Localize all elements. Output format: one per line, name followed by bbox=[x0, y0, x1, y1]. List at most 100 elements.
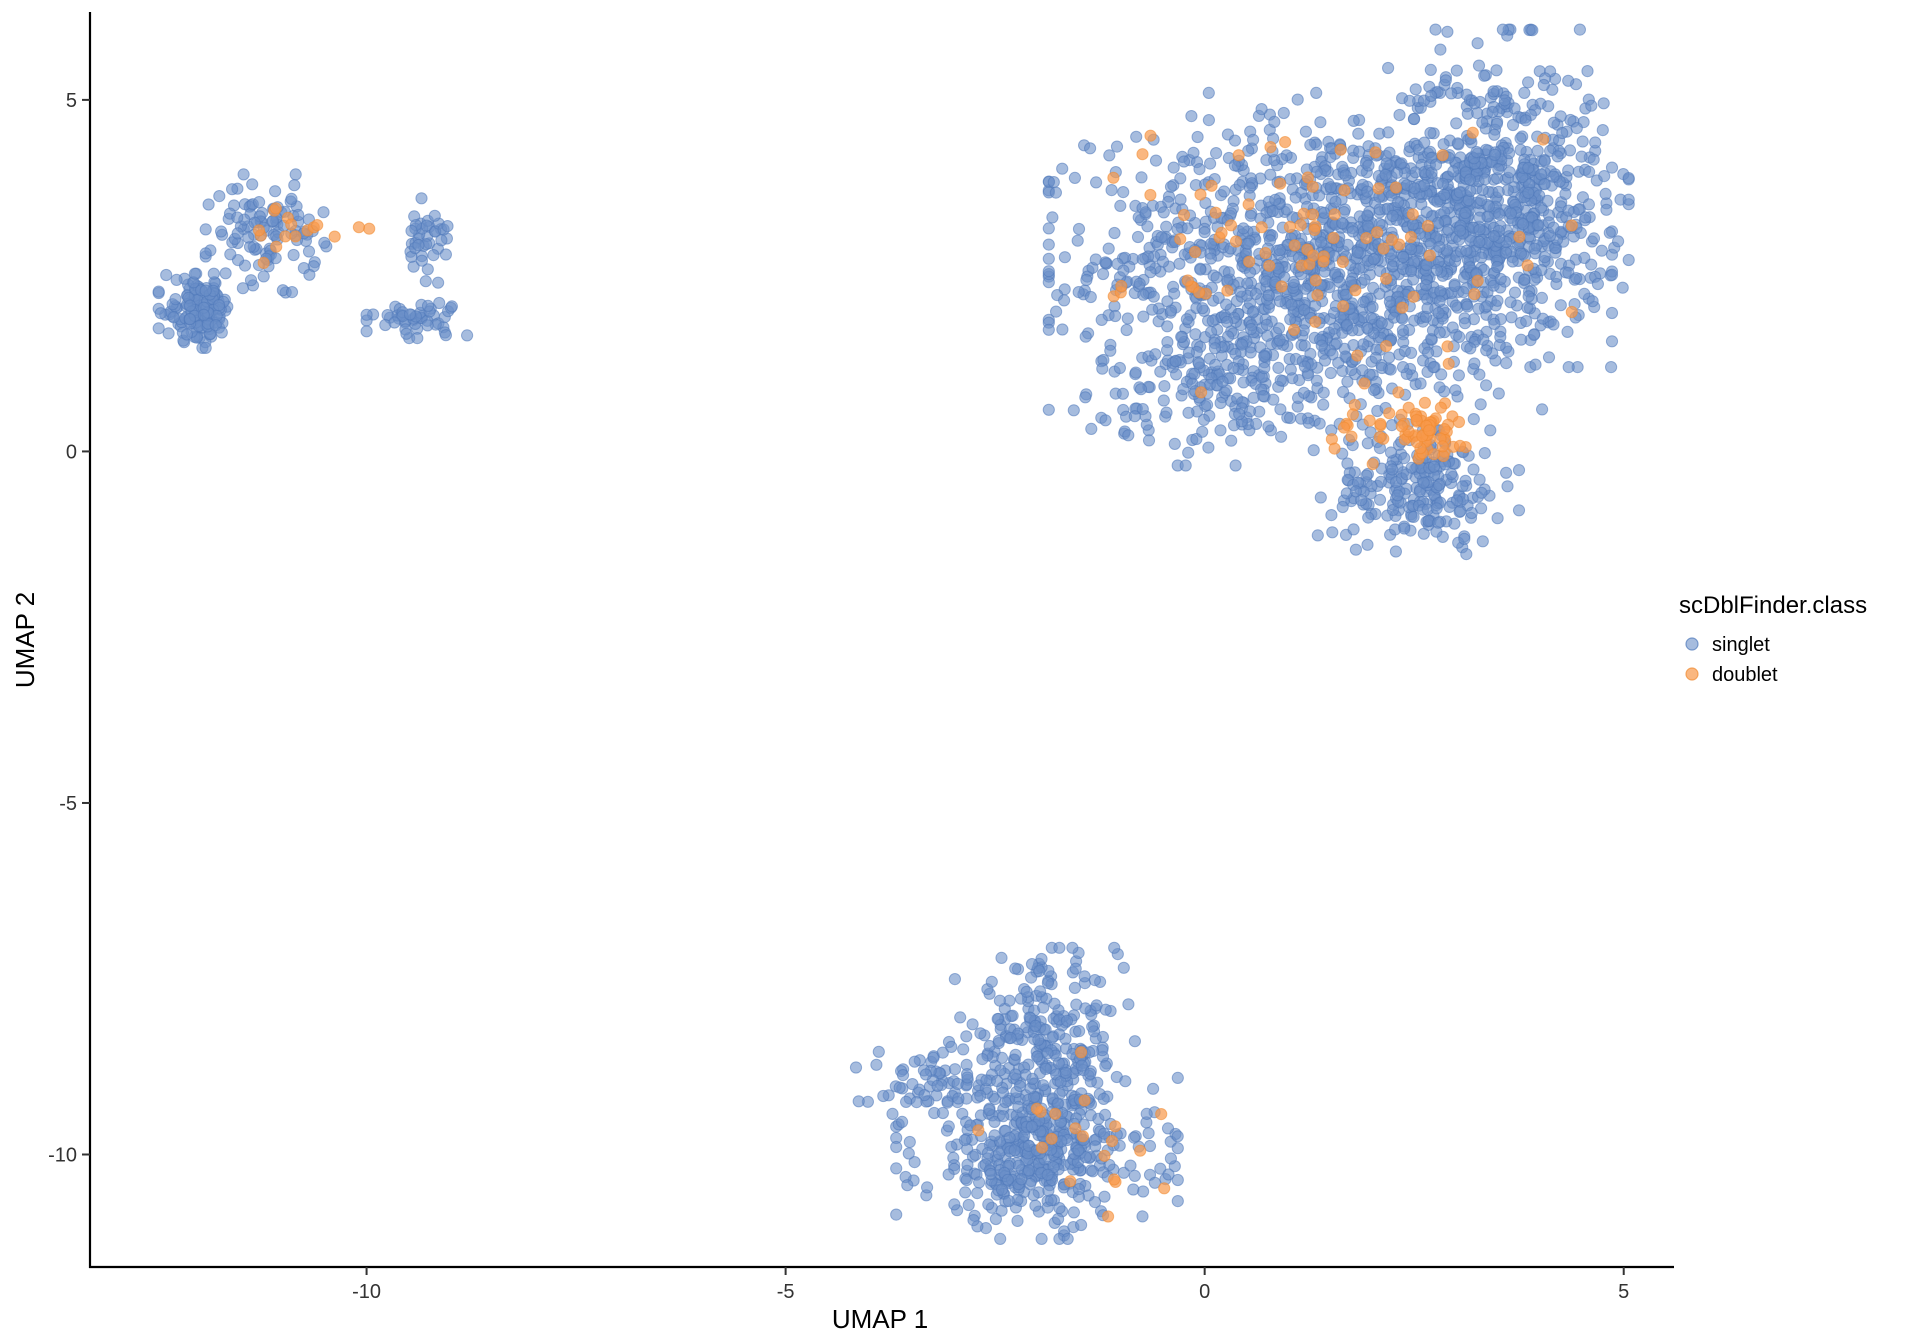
point-singlet bbox=[1478, 173, 1492, 186]
point-singlet bbox=[1313, 417, 1326, 430]
point-singlet bbox=[1147, 290, 1160, 303]
point-singlet bbox=[1352, 127, 1365, 140]
point-singlet bbox=[1583, 165, 1596, 178]
point-singlet bbox=[1053, 941, 1066, 954]
point-singlet bbox=[1576, 135, 1589, 148]
point-doublet bbox=[1565, 219, 1578, 232]
point-singlet bbox=[1221, 274, 1234, 287]
point-singlet bbox=[1268, 115, 1281, 129]
point-singlet bbox=[1434, 285, 1447, 298]
point-singlet bbox=[318, 236, 331, 249]
point-singlet bbox=[419, 275, 432, 288]
x-tick-label: -5 bbox=[777, 1281, 795, 1303]
point-singlet bbox=[1494, 272, 1507, 286]
point-singlet bbox=[360, 308, 373, 321]
point-singlet bbox=[1522, 161, 1535, 175]
point-doublet bbox=[1410, 414, 1423, 427]
point-singlet bbox=[1158, 380, 1171, 393]
legend-key-singlet bbox=[1685, 637, 1699, 651]
point-singlet bbox=[1075, 1059, 1088, 1072]
point-doublet bbox=[1078, 1094, 1091, 1107]
point-singlet bbox=[1536, 403, 1549, 416]
series-singlet bbox=[152, 23, 1635, 1246]
point-doublet bbox=[1221, 284, 1234, 297]
point-doublet bbox=[1288, 239, 1301, 252]
point-singlet bbox=[441, 220, 454, 233]
point-singlet bbox=[1067, 404, 1080, 417]
point-singlet bbox=[1500, 357, 1513, 370]
point-singlet bbox=[1599, 187, 1612, 200]
point-singlet bbox=[1562, 164, 1575, 177]
point-singlet bbox=[1324, 366, 1337, 380]
point-singlet bbox=[1273, 334, 1286, 347]
point-singlet bbox=[1164, 180, 1178, 193]
point-singlet bbox=[1161, 295, 1174, 308]
point-singlet bbox=[1009, 962, 1022, 975]
point-singlet bbox=[1128, 1131, 1141, 1144]
point-singlet bbox=[992, 1034, 1005, 1047]
point-singlet bbox=[1605, 268, 1619, 281]
point-doublet bbox=[1466, 126, 1479, 139]
point-singlet bbox=[1174, 193, 1187, 206]
point-doublet bbox=[1423, 249, 1437, 262]
point-singlet bbox=[1119, 1075, 1132, 1088]
point-singlet bbox=[910, 1096, 923, 1109]
point-singlet bbox=[1367, 253, 1380, 266]
point-singlet bbox=[1473, 368, 1486, 381]
point-singlet bbox=[1329, 195, 1342, 208]
point-singlet bbox=[1157, 394, 1170, 407]
point-singlet bbox=[1484, 424, 1497, 437]
point-doublet bbox=[1442, 357, 1455, 370]
point-singlet bbox=[1488, 317, 1501, 330]
point-singlet bbox=[183, 313, 196, 326]
point-singlet bbox=[1315, 236, 1328, 249]
point-doublet bbox=[1049, 1107, 1062, 1120]
point-doublet bbox=[1396, 301, 1409, 314]
point-doublet bbox=[972, 1124, 985, 1137]
point-doublet bbox=[1418, 396, 1432, 409]
point-singlet bbox=[1171, 223, 1184, 236]
point-doublet bbox=[1215, 226, 1228, 239]
point-singlet bbox=[285, 192, 298, 205]
point-singlet bbox=[1556, 126, 1569, 140]
point-singlet bbox=[1373, 287, 1386, 300]
point-doublet bbox=[1144, 129, 1157, 142]
point-singlet bbox=[1514, 247, 1528, 260]
point-singlet bbox=[1547, 221, 1560, 234]
point-doublet bbox=[1380, 340, 1393, 353]
point-singlet bbox=[995, 1183, 1009, 1196]
point-singlet bbox=[1089, 1140, 1102, 1153]
point-singlet bbox=[1037, 1079, 1050, 1092]
point-singlet bbox=[1084, 142, 1097, 155]
point-singlet bbox=[1315, 339, 1328, 352]
point-singlet bbox=[199, 341, 212, 354]
legend-key-doublet bbox=[1685, 667, 1699, 681]
point-singlet bbox=[995, 951, 1008, 965]
point-singlet bbox=[1011, 1214, 1024, 1228]
point-singlet bbox=[302, 245, 316, 258]
point-singlet bbox=[1361, 209, 1374, 222]
point-singlet bbox=[952, 1092, 965, 1105]
point-singlet bbox=[988, 1129, 1001, 1142]
point-singlet bbox=[1547, 116, 1561, 129]
point-singlet bbox=[1297, 386, 1311, 399]
point-singlet bbox=[1136, 403, 1149, 416]
point-singlet bbox=[872, 1045, 885, 1058]
point-singlet bbox=[1587, 232, 1601, 245]
point-singlet bbox=[1148, 1176, 1162, 1189]
point-singlet bbox=[1233, 179, 1246, 192]
point-singlet bbox=[1349, 485, 1363, 498]
point-singlet bbox=[1025, 1120, 1038, 1133]
point-doublet bbox=[1107, 171, 1120, 184]
point-singlet bbox=[435, 234, 448, 247]
point-singlet bbox=[199, 247, 212, 260]
point-singlet bbox=[285, 286, 299, 299]
point-singlet bbox=[1272, 322, 1286, 335]
point-singlet bbox=[1535, 291, 1549, 304]
point-singlet bbox=[966, 1018, 979, 1031]
point-singlet bbox=[1433, 295, 1446, 308]
point-singlet bbox=[1250, 417, 1263, 430]
point-singlet bbox=[973, 1176, 986, 1189]
point-singlet bbox=[1187, 146, 1200, 159]
point-singlet bbox=[1417, 476, 1430, 489]
